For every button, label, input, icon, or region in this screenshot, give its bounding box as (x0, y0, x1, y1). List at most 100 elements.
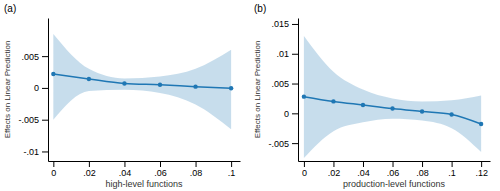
tick-label: .1 (228, 168, 236, 178)
point (390, 106, 394, 110)
tick-label: -.005 (268, 139, 289, 149)
tick-label: 0 (302, 168, 307, 178)
tick: .08 (190, 161, 203, 178)
tick-label: .04 (119, 168, 132, 178)
tick: .04 (119, 161, 132, 178)
line (304, 97, 481, 124)
confidence-band (53, 34, 231, 129)
tick-mark (42, 120, 48, 121)
tick: .005 (271, 79, 298, 89)
line (53, 74, 231, 88)
tick-label: -.01 (23, 147, 39, 157)
tick-label: .005 (21, 52, 39, 62)
tick-mark (304, 161, 305, 167)
tick: .12 (475, 161, 488, 178)
tick-mark (42, 56, 48, 57)
x-axis-line (299, 161, 491, 162)
point (87, 77, 91, 81)
tick-label: .08 (416, 168, 429, 178)
x-axis-title: production-level functions (343, 179, 446, 189)
tick-mark (53, 161, 54, 167)
x-axis-line (49, 161, 241, 162)
tick: .1 (228, 161, 236, 178)
tick-label: .12 (475, 168, 488, 178)
point (361, 103, 365, 107)
point (331, 99, 335, 103)
point (420, 109, 424, 113)
tick: 0 (302, 161, 307, 178)
x-axis: 0 .02 .04 .06 .08 .1 .12 (299, 161, 491, 178)
figure: 0 .02 .04 .06 .08 .1 -.01 -.005 0 .005 high-level … (0, 0, 500, 191)
tick: .04 (357, 161, 370, 178)
tick: -.005 (18, 115, 48, 125)
tick-label: .02 (328, 168, 341, 178)
tick-label: .005 (271, 79, 289, 89)
tick-mark (452, 161, 453, 167)
tick-label: 0 (284, 109, 289, 119)
tick-mark (292, 84, 298, 85)
tick-label: .06 (154, 168, 167, 178)
tick-mark (89, 161, 90, 167)
tick: .06 (154, 161, 167, 178)
y-axis-title: Effects on Linear Prediction (253, 41, 262, 139)
tick-mark (363, 161, 364, 167)
tick-mark (422, 161, 423, 167)
tick-label: -.005 (18, 115, 39, 125)
y-axis-line (298, 19, 299, 162)
tick-mark (231, 161, 232, 167)
tick-mark (393, 161, 394, 167)
tick-mark (42, 88, 48, 89)
tick-label: .1 (448, 168, 456, 178)
tick-label: .06 (387, 168, 400, 178)
tick-mark (292, 143, 298, 144)
tick: .015 (271, 19, 298, 29)
tick: .02 (83, 161, 96, 178)
point (302, 94, 306, 98)
plot-area (302, 36, 484, 158)
x-axis: 0 .02 .04 .06 .08 .1 (49, 161, 241, 178)
tick-label: 0 (34, 83, 39, 93)
tick: .005 (21, 52, 48, 62)
point (479, 122, 483, 126)
plot-area (51, 34, 233, 129)
tick: 0 (34, 83, 48, 93)
x-axis-title: high-level functions (105, 179, 183, 189)
panel: 0 .02 .04 .06 .08 .1 -.01 -.005 0 .005 high-level … (3, 3, 241, 189)
tick-mark (42, 151, 48, 152)
point (193, 84, 197, 88)
panel-title: (b) (254, 3, 266, 14)
panel: 0 .02 .04 .06 .08 .1 .12 -.005 0 .005 .01 .015 produ… (253, 3, 491, 189)
tick: .1 (448, 161, 456, 178)
point (449, 112, 453, 116)
point (229, 86, 233, 90)
point (51, 72, 55, 76)
tick-mark (292, 113, 298, 114)
tick-label: .04 (357, 168, 370, 178)
tick-mark (292, 54, 298, 55)
tick-mark (333, 161, 334, 167)
tick: -.01 (23, 147, 48, 157)
tick: -.005 (268, 139, 298, 149)
tick-mark (292, 24, 298, 25)
point (158, 83, 162, 87)
tick-label: .08 (190, 168, 203, 178)
tick-label: .01 (276, 49, 289, 59)
tick-label: 0 (51, 168, 56, 178)
tick-mark (160, 161, 161, 167)
tick: 0 (51, 161, 56, 178)
y-axis: -.01 -.005 0 .005 (18, 19, 48, 162)
confidence-band (304, 36, 481, 158)
tick: .08 (416, 161, 429, 178)
y-axis-title: Effects on Linear Prediction (3, 41, 12, 139)
point (122, 81, 126, 85)
tick: .01 (276, 49, 298, 59)
y-axis: -.005 0 .005 .01 .015 (268, 19, 298, 162)
tick-label: .015 (271, 19, 289, 29)
tick: 0 (284, 109, 298, 119)
tick: .02 (328, 161, 341, 178)
tick-mark (481, 161, 482, 167)
y-axis-line (48, 19, 49, 162)
tick: .06 (387, 161, 400, 178)
tick-mark (124, 161, 125, 167)
panel-title: (a) (4, 3, 16, 14)
